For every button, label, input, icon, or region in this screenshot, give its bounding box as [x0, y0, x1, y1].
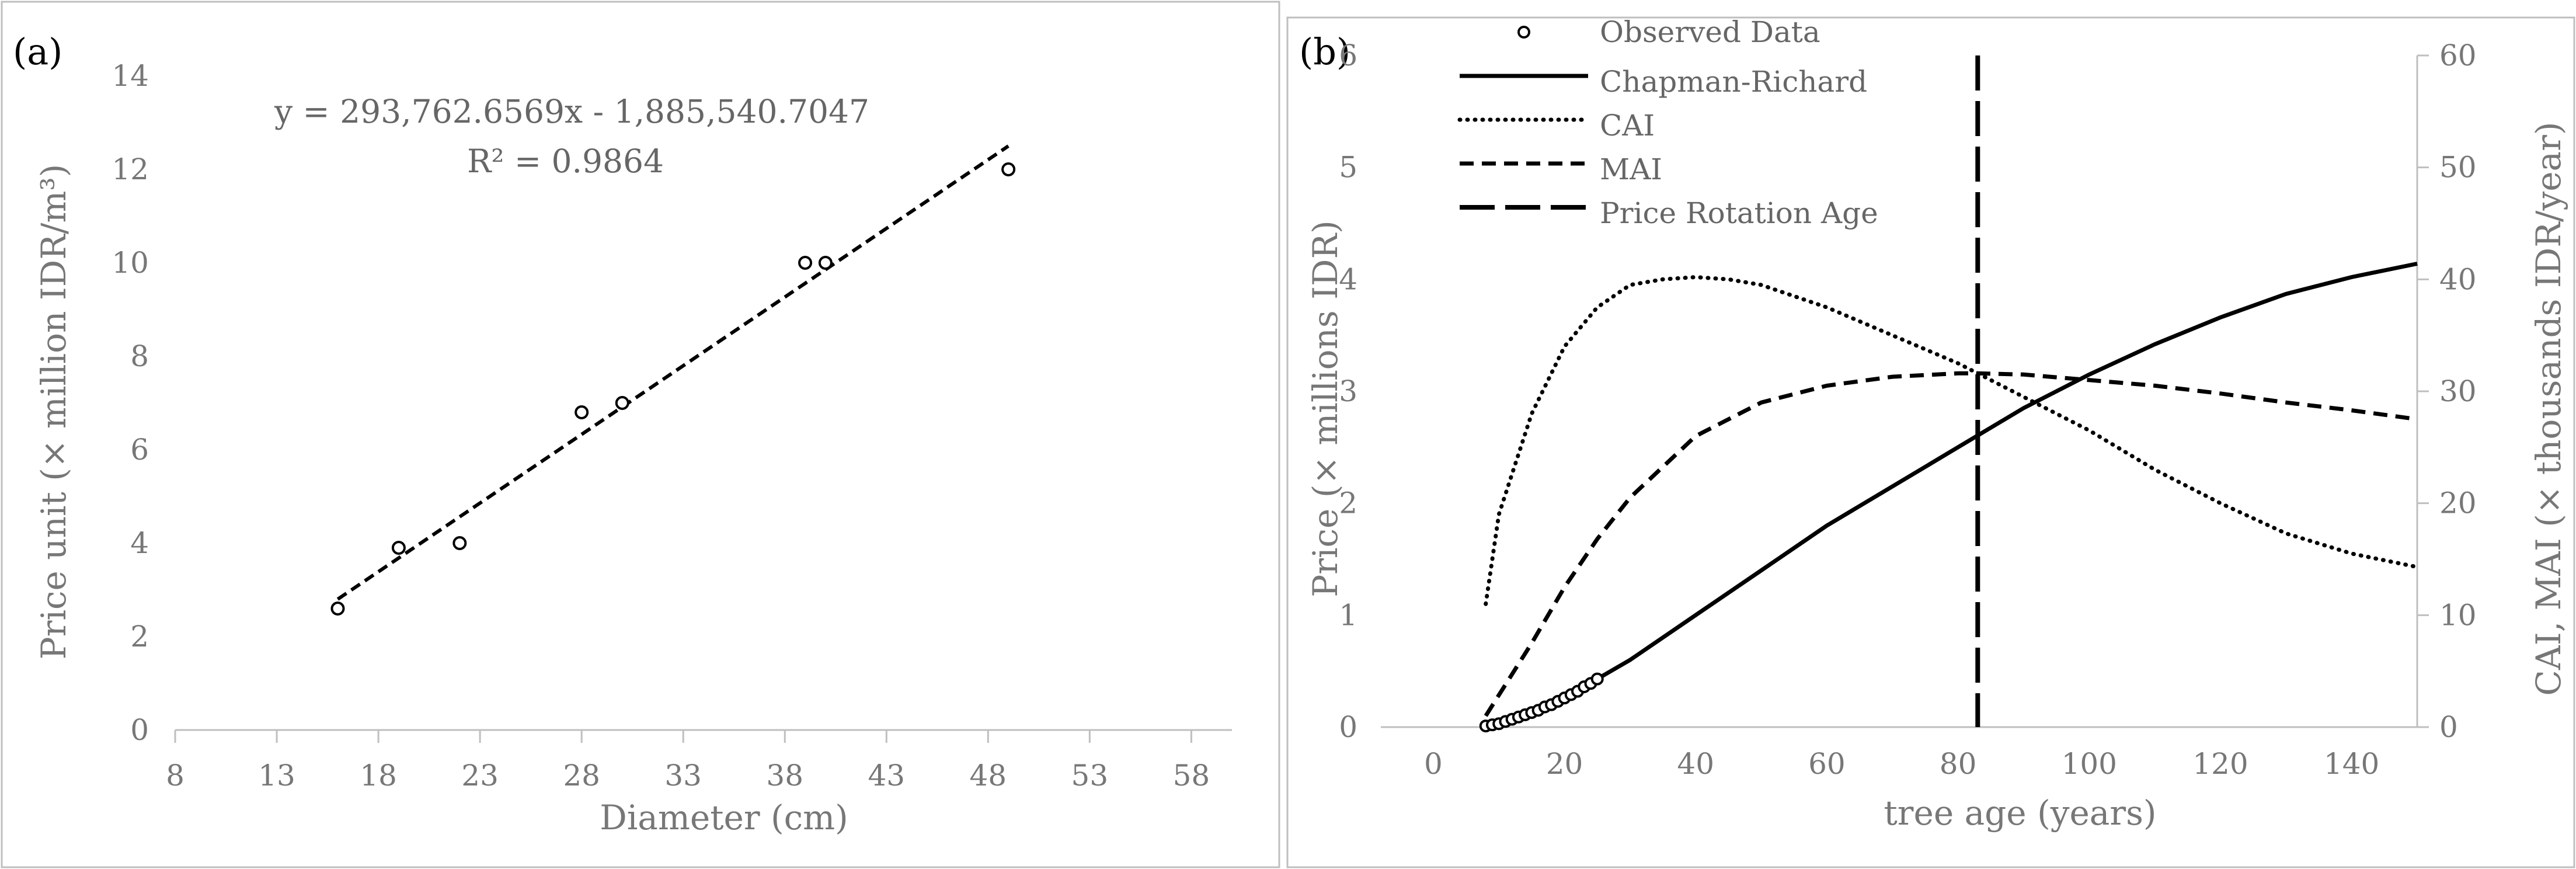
panel-b-x-tick-label: 120 [2192, 747, 2248, 781]
panel-a-r-squared: R² = 0.9864 [467, 142, 664, 180]
panel-a-x-tick-label: 18 [360, 759, 397, 792]
panel-b-xlabel: tree age (years) [1884, 793, 2156, 833]
panel-a-y-tick-label: 2 [130, 620, 149, 654]
panel-b-x-tick-label: 80 [1940, 747, 1977, 781]
panel-b-y2-tick-label: 30 [2439, 374, 2477, 408]
panel-b-y-tick-label: 6 [1339, 39, 1357, 72]
mai-line [1484, 371, 2418, 717]
panel-a-data-point [798, 256, 813, 270]
panel-a-trendline [336, 144, 1009, 601]
panel-a-data-point [452, 536, 467, 550]
observed-data-point [1590, 672, 1604, 686]
panel-b-y2-tick-label: 10 [2439, 598, 2477, 632]
panel-a-data-point [818, 256, 833, 270]
panel-b-y2-tick-label: 0 [2439, 710, 2458, 744]
panel-a-x-tick-label: 58 [1173, 759, 1210, 792]
panel-b-y-tick-label: 4 [1339, 262, 1357, 296]
panel-a-y-tick-label: 14 [112, 59, 149, 93]
panel-a-y-tick-label: 12 [112, 152, 149, 186]
panel-a-x-tick-label: 8 [166, 759, 185, 792]
panel-b-y2-tick-label: 50 [2439, 151, 2477, 185]
panel-a-data-point [330, 602, 345, 616]
panel-b-legend: Observed Data Chapman-Richard CAI MAI Price … [1457, 15, 1878, 230]
panel-a-label: (a) [13, 30, 62, 73]
panel-b-x-tick-label: 100 [2062, 747, 2117, 781]
legend-label: Observed Data [1600, 15, 1820, 49]
panel-a-equation: y = 293,762.6569x - 1,885,540.7047 [274, 93, 869, 130]
panel-a-x-tick-label: 48 [969, 759, 1007, 792]
legend-label: Chapman-Richard [1600, 65, 1867, 99]
panel-b-series [1484, 55, 2420, 728]
panel-a-trendline-path [336, 144, 1009, 601]
panel-a-frame [1, 1, 1280, 868]
panel-a-data-point [575, 405, 589, 419]
panel-a-y-tick-label: 10 [112, 246, 149, 280]
panel-b-y-tick-label: 1 [1339, 598, 1357, 632]
panel-b-y-tick-label: 0 [1339, 710, 1357, 744]
panel-b-x-tick-label: 20 [1546, 747, 1583, 781]
panel-a-y-tick-label: 4 [130, 526, 149, 560]
panel-a-y-tick-label: 6 [130, 433, 149, 467]
panel-b-x-tick-label: 140 [2324, 747, 2379, 781]
panel-b-label: (b) [1299, 30, 1350, 73]
panel-b-x-tick-label: 0 [1424, 747, 1443, 781]
cai-line [1484, 274, 2420, 606]
panel-b-ylabel: Price (× millions IDR) [1306, 220, 1345, 597]
panel-b-y-tick-label: 2 [1339, 486, 1357, 520]
panel-a-y-tick-label: 8 [130, 339, 149, 373]
panel-a-axes: 8 13 18 23 28 33 38 43 48 53 58 0 2 4 6 8 10 12 14 [112, 59, 1232, 792]
panel-b-x-tick-label: 60 [1808, 747, 1846, 781]
panel-b-y2-tick-label: 60 [2439, 39, 2477, 72]
legend-label: Price Rotation Age [1600, 196, 1878, 230]
panel-a-x-tick-label: 33 [664, 759, 702, 792]
panel-a-data-point [1001, 162, 1016, 176]
panel-a-x-tick-label: 43 [868, 759, 905, 792]
panel-b-x-tick-label: 40 [1677, 747, 1714, 781]
legend-label: MAI [1600, 152, 1662, 186]
panel-a-data-point [615, 396, 629, 410]
panel-b-y-tick-label: 5 [1339, 151, 1357, 185]
panel-a-xlabel: Diameter (cm) [600, 798, 848, 837]
panel-a-data-point [391, 541, 406, 555]
panel-b-frame [1286, 16, 2575, 868]
legend-label: CAI [1600, 109, 1655, 142]
panel-a-y-tick-label: 0 [130, 713, 149, 747]
panel-b-y2label: CAI, MAI (× thousands IDR/year) [2529, 122, 2568, 696]
panel-b-y2-tick-label: 20 [2439, 486, 2477, 520]
panel-a-x-tick-label: 13 [258, 759, 295, 792]
panel-b-y-tick-label: 3 [1339, 374, 1357, 408]
panel-a-x-tick-label: 23 [461, 759, 499, 792]
panel-b-observed-points [1479, 672, 1604, 733]
legend-observed-marker [1517, 26, 1530, 39]
panel-a-x-tick-label: 38 [766, 759, 803, 792]
panel-b-y2-tick-label: 40 [2439, 262, 2477, 296]
panel-a-ylabel: Price unit (× million IDR/m³) [34, 164, 74, 660]
panel-a-points [330, 162, 1016, 616]
panel-a-x-tick-label: 53 [1071, 759, 1109, 792]
chapman-richard-line [1485, 262, 2418, 728]
panel-a-x-tick-label: 28 [563, 759, 600, 792]
